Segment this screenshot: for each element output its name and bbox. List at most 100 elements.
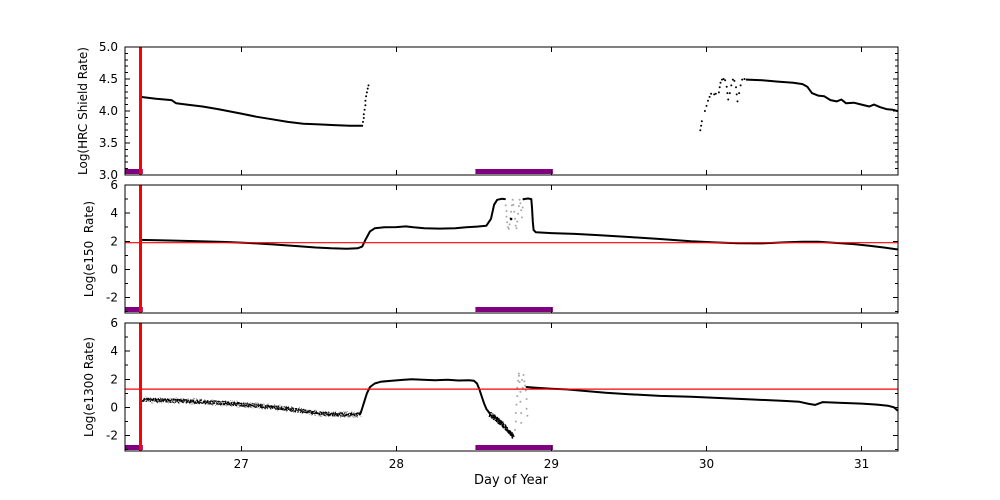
data-point — [522, 374, 525, 376]
data-point — [523, 380, 526, 383]
data-point — [733, 79, 736, 82]
x-tick-label: 28 — [389, 457, 404, 471]
data-point — [526, 414, 529, 417]
data-point — [269, 408, 272, 410]
data-point — [246, 403, 248, 405]
data-point — [281, 407, 283, 409]
data-point — [223, 404, 226, 406]
data-point — [495, 420, 498, 423]
data-point — [213, 402, 215, 404]
y-axis-label-e1300: Log(e1300 Rate) — [82, 336, 96, 438]
data-point — [516, 386, 519, 389]
data-point — [321, 413, 323, 415]
data-point — [286, 411, 288, 413]
data-point — [342, 411, 344, 413]
data-point — [264, 408, 267, 410]
data-point — [497, 418, 499, 420]
data-point — [320, 411, 323, 413]
data-point — [322, 410, 324, 412]
data-point — [236, 400, 238, 402]
data-point — [521, 386, 524, 389]
data-point — [297, 411, 299, 413]
data-point — [196, 403, 198, 405]
data-point — [318, 414, 320, 416]
data-point — [341, 415, 343, 417]
data-point — [346, 411, 348, 413]
data-point — [360, 415, 362, 417]
data-point — [349, 416, 351, 418]
data-point — [227, 404, 229, 406]
data-point — [292, 410, 294, 412]
data-point — [266, 405, 268, 407]
data-point — [156, 398, 158, 400]
data-point — [514, 420, 517, 423]
data-point — [244, 405, 246, 407]
data-point — [510, 210, 513, 213]
data-point — [171, 401, 173, 403]
data-point — [710, 92, 713, 95]
data-point — [204, 400, 206, 403]
data-point — [735, 86, 737, 89]
data-point — [229, 404, 231, 406]
y-tick-label: 2 — [110, 372, 118, 386]
data-point — [315, 410, 317, 412]
data-point — [261, 403, 263, 406]
data-point — [519, 202, 522, 205]
data-point — [290, 410, 292, 412]
data-point — [364, 99, 367, 102]
data-point — [172, 400, 174, 402]
data-point — [244, 406, 246, 408]
data-point — [257, 405, 260, 407]
data-point — [310, 410, 312, 412]
data-point — [276, 408, 278, 410]
data-point — [512, 433, 514, 435]
data-point — [514, 428, 516, 431]
data-point — [519, 390, 522, 393]
interval-bar — [125, 169, 143, 174]
data-point — [273, 406, 275, 408]
data-point — [238, 404, 240, 406]
data-point — [303, 411, 305, 413]
data-point — [707, 99, 709, 102]
data-point — [332, 410, 334, 413]
data-point — [156, 401, 158, 403]
data-point — [159, 396, 161, 399]
data-point — [231, 400, 233, 402]
data-point — [364, 104, 367, 107]
data-point — [239, 402, 241, 404]
data-point — [317, 415, 319, 417]
data-point — [149, 398, 151, 400]
ticks — [125, 184, 898, 313]
data-point — [350, 414, 352, 416]
data-point — [236, 404, 238, 406]
data-point — [178, 403, 180, 405]
data-point — [350, 412, 353, 414]
data-point — [318, 413, 320, 415]
data-point — [517, 372, 520, 375]
data-point — [311, 413, 313, 415]
data-point — [184, 400, 186, 402]
data-point — [735, 93, 738, 96]
data-point — [349, 415, 351, 417]
data-point — [221, 405, 223, 407]
data-point — [279, 404, 281, 406]
data-point — [499, 423, 501, 426]
data-point — [362, 113, 365, 116]
data-point — [491, 415, 493, 417]
data-point — [251, 402, 253, 405]
data-point — [192, 403, 194, 405]
data-point — [159, 401, 161, 403]
data-point — [350, 413, 352, 415]
data-point — [356, 412, 358, 414]
data-point — [328, 411, 330, 413]
data-point — [301, 411, 304, 414]
data-point — [507, 227, 510, 230]
x-tick-label: 27 — [234, 457, 249, 471]
data-point — [160, 398, 162, 400]
data-point — [285, 409, 287, 411]
data-point — [205, 403, 207, 405]
data-point — [257, 407, 259, 409]
data-point — [234, 404, 236, 406]
data-point — [165, 400, 167, 402]
data-point — [352, 414, 354, 416]
